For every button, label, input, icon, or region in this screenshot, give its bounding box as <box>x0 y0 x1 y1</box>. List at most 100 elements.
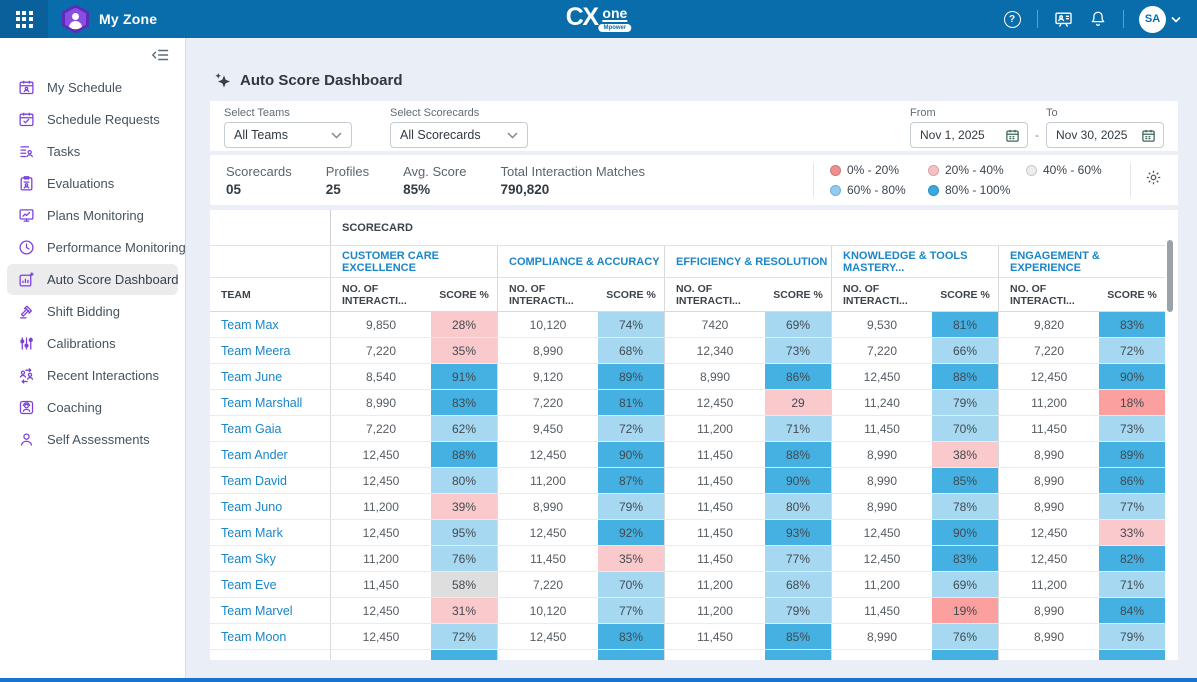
score-cell[interactable] <box>932 650 998 660</box>
score-cell[interactable]: 85% <box>765 624 831 649</box>
legend-item-20-40[interactable]: 20% - 40% <box>928 160 1026 180</box>
team-link[interactable]: Team Moon <box>221 629 287 644</box>
score-cell[interactable]: 73% <box>1099 416 1165 441</box>
user-menu[interactable]: SA <box>1139 5 1181 33</box>
legend-item-0-20[interactable]: 0% - 20% <box>830 160 928 180</box>
score-cell[interactable]: 83% <box>932 546 998 571</box>
sidebar-item-shift-bidding[interactable]: Shift Bidding <box>7 296 178 327</box>
score-cell[interactable]: 81% <box>598 390 664 415</box>
score-cell[interactable]: 83% <box>1099 312 1165 337</box>
score-cell[interactable]: 58% <box>431 572 497 597</box>
scorecards-dropdown[interactable]: All Scorecards <box>390 122 528 148</box>
team-link[interactable]: Team David <box>221 473 287 488</box>
legend-item-60-80[interactable]: 60% - 80% <box>830 180 928 200</box>
team-link[interactable]: Team Meera <box>221 343 291 358</box>
team-link[interactable]: Team Juno <box>221 499 283 514</box>
score-cell[interactable]: 80% <box>765 494 831 519</box>
score-cell[interactable]: 74% <box>598 312 664 337</box>
score-cell[interactable]: 91% <box>431 364 497 389</box>
score-cell[interactable]: 90% <box>598 442 664 467</box>
score-cell[interactable]: 68% <box>598 338 664 363</box>
score-cell[interactable]: 83% <box>431 390 497 415</box>
score-cell[interactable] <box>765 650 831 660</box>
score-cell[interactable]: 88% <box>765 442 831 467</box>
score-cell[interactable]: 88% <box>431 442 497 467</box>
sidebar-item-coaching[interactable]: Coaching <box>7 392 178 423</box>
legend-item-40-60[interactable]: 40% - 60% <box>1026 160 1124 180</box>
score-cell[interactable]: 92% <box>598 520 664 545</box>
score-cell[interactable]: 80% <box>431 468 497 493</box>
score-cell[interactable]: 79% <box>765 598 831 623</box>
sidebar-item-performance-monitoring[interactable]: Performance Monitoring <box>7 232 186 263</box>
from-date-input[interactable]: Nov 1, 2025 <box>910 122 1028 148</box>
score-cell[interactable]: 81% <box>932 312 998 337</box>
to-date-input[interactable]: Nov 30, 2025 <box>1046 122 1164 148</box>
team-link[interactable]: Team Marvel <box>221 603 293 618</box>
score-cell[interactable]: 77% <box>765 546 831 571</box>
team-link[interactable]: Team June <box>221 369 283 384</box>
score-cell[interactable]: 72% <box>431 624 497 649</box>
score-cell[interactable]: 71% <box>1099 572 1165 597</box>
legend-item-80-100[interactable]: 80% - 100% <box>928 180 1026 200</box>
score-cell[interactable]: 79% <box>1099 624 1165 649</box>
sidebar-item-my-schedule[interactable]: My Schedule <box>7 72 178 103</box>
team-link[interactable]: Team Marshall <box>221 395 303 410</box>
sidebar-item-calibrations[interactable]: Calibrations <box>7 328 178 359</box>
score-cell[interactable]: 90% <box>932 520 998 545</box>
score-cell[interactable]: 69% <box>765 312 831 337</box>
sidebar-item-tasks[interactable]: Tasks <box>7 136 178 167</box>
score-cell[interactable]: 95% <box>431 520 497 545</box>
sidebar-item-evaluations[interactable]: Evaluations <box>7 168 178 199</box>
score-cell[interactable]: 82% <box>1099 546 1165 571</box>
score-cell[interactable]: 86% <box>765 364 831 389</box>
score-cell[interactable]: 33% <box>1099 520 1165 545</box>
score-cell[interactable]: 79% <box>598 494 664 519</box>
notifications-button[interactable] <box>1088 9 1108 29</box>
sidebar-collapse-button[interactable] <box>151 48 169 62</box>
sidebar-item-self-assessments[interactable]: Self Assessments <box>7 424 178 455</box>
score-cell[interactable]: 71% <box>765 416 831 441</box>
score-cell[interactable]: 62% <box>431 416 497 441</box>
score-cell[interactable]: 89% <box>1099 442 1165 467</box>
team-link[interactable]: Team Max <box>221 317 279 332</box>
score-cell[interactable]: 93% <box>765 520 831 545</box>
team-link[interactable]: Team Sky <box>221 551 276 566</box>
sidebar-item-plans-monitoring[interactable]: Plans Monitoring <box>7 200 178 231</box>
score-cell[interactable]: 88% <box>932 364 998 389</box>
score-cell[interactable]: 79% <box>932 390 998 415</box>
score-cell[interactable]: 77% <box>1099 494 1165 519</box>
score-cell[interactable]: 69% <box>932 572 998 597</box>
score-cell[interactable]: 76% <box>932 624 998 649</box>
score-cell[interactable]: 87% <box>598 468 664 493</box>
app-switcher-button[interactable] <box>0 0 48 38</box>
score-cell[interactable]: 89% <box>598 364 664 389</box>
score-cell[interactable] <box>598 650 664 660</box>
score-cell[interactable]: 84% <box>1099 598 1165 623</box>
sidebar-item-schedule-requests[interactable]: Schedule Requests <box>7 104 178 135</box>
help-button[interactable]: ? <box>1002 9 1022 29</box>
score-cell[interactable]: 70% <box>932 416 998 441</box>
score-cell[interactable]: 29 <box>765 390 831 415</box>
table-settings-button[interactable] <box>1145 169 1162 191</box>
team-link[interactable]: Team Eve <box>221 577 277 592</box>
team-link[interactable]: Team Mark <box>221 525 283 540</box>
teams-dropdown[interactable]: All Teams <box>224 122 352 148</box>
score-cell[interactable]: 68% <box>765 572 831 597</box>
score-cell[interactable] <box>431 650 497 660</box>
score-cell[interactable]: 35% <box>598 546 664 571</box>
team-link[interactable]: Team Gaia <box>221 421 282 436</box>
table-vertical-scrollbar[interactable] <box>1167 240 1173 312</box>
score-cell[interactable]: 85% <box>932 468 998 493</box>
score-cell[interactable] <box>1099 650 1165 660</box>
score-cell[interactable]: 83% <box>598 624 664 649</box>
score-cell[interactable]: 18% <box>1099 390 1165 415</box>
monitoring-button[interactable] <box>1053 9 1073 29</box>
score-cell[interactable]: 31% <box>431 598 497 623</box>
score-cell[interactable]: 39% <box>431 494 497 519</box>
score-cell[interactable]: 72% <box>598 416 664 441</box>
score-cell[interactable]: 35% <box>431 338 497 363</box>
score-cell[interactable]: 19% <box>932 598 998 623</box>
score-cell[interactable]: 76% <box>431 546 497 571</box>
score-cell[interactable]: 72% <box>1099 338 1165 363</box>
score-cell[interactable]: 70% <box>598 572 664 597</box>
